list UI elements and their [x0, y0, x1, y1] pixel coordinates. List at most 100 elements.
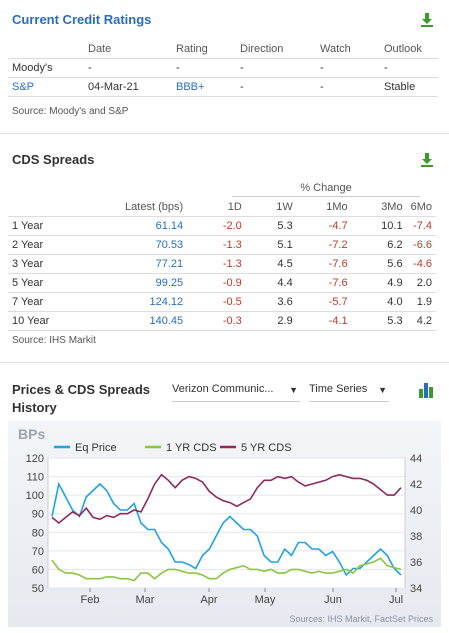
- cds-change-6mo: 4.2: [416, 315, 432, 327]
- cds-latest[interactable]: 140.45: [149, 315, 184, 327]
- pct-change-group-label: % Change: [232, 182, 420, 197]
- cds-change-1mo: -7.6: [328, 277, 348, 289]
- cds-change-1mo: -7.2: [328, 239, 348, 251]
- x-tick-label: Jun: [324, 594, 342, 606]
- y-left-tick-label: 120: [26, 453, 44, 465]
- series-line-5-yr-cds: [51, 473, 402, 525]
- rating-outlook: Stable: [384, 81, 416, 93]
- history-title: Prices & CDS Spreads History: [12, 381, 150, 417]
- cds-tenor: 2 Year: [12, 239, 44, 251]
- legend-label[interactable]: 5 YR CDS: [241, 442, 292, 454]
- cds-change-1d: -0.3: [222, 315, 242, 327]
- x-tick-label: Mar: [136, 594, 155, 606]
- cds-header-row: Latest (bps) 1D 1W 1Mo 3Mo 6Mo: [8, 198, 436, 217]
- chart-panel: BPs Eq Price 1 YR CDS 5 YR CDS 50 60 70 80 90 1…: [8, 421, 441, 627]
- legend-label[interactable]: 1 YR CDS: [166, 442, 217, 454]
- y-right-tick-label: 34: [410, 583, 422, 595]
- cds-change-1mo: -5.7: [328, 296, 348, 308]
- table-row: 10 Year 140.45 -0.3 2.9 -4.1 5.3 4.2: [8, 312, 436, 331]
- cds-tenor: 10 Year: [12, 315, 50, 327]
- rating-outlook: -: [384, 62, 388, 74]
- cds-change-3mo: 6.2: [387, 239, 403, 251]
- rating-direction: -: [240, 81, 244, 93]
- series-line-1-yr-cds: [51, 557, 402, 582]
- cds-change-3mo: 10.1: [381, 220, 403, 232]
- y-left-tick-label: 50: [32, 583, 44, 595]
- credit-col-watch: Watch: [320, 43, 351, 55]
- cds-latest[interactable]: 99.25: [155, 277, 184, 289]
- rating-value[interactable]: BBB+: [176, 81, 205, 93]
- cds-change-1d: -1.3: [222, 239, 242, 251]
- cds-spreads-title: CDS Spreads: [12, 152, 95, 167]
- credit-header-row: Date Rating Direction Watch Outlook: [8, 40, 438, 59]
- chevron-down-icon: ▼: [289, 385, 298, 395]
- cds-change-1w: 4.4: [277, 277, 293, 289]
- y-right-tick-label: 40: [410, 505, 422, 517]
- cds-change-6mo: -4.6: [413, 258, 432, 270]
- x-tick-label: May: [255, 594, 276, 606]
- credit-col-direction: Direction: [240, 43, 284, 55]
- credit-ratings-title: Current Credit Ratings: [12, 12, 152, 27]
- section-divider: [0, 362, 449, 363]
- table-row: 7 Year 124.12 -0.5 3.6 -5.7 4.0 1.9: [8, 293, 436, 312]
- cds-change-6mo: -7.4: [413, 220, 432, 232]
- credit-source-note: Source: Moody's and S&P: [12, 106, 129, 117]
- cds-change-6mo: 1.9: [416, 296, 432, 308]
- cds-change-6mo: -6.6: [413, 239, 432, 251]
- company-select[interactable]: Verizon Communic... ▼: [172, 383, 300, 402]
- cds-latest[interactable]: 61.14: [155, 220, 184, 232]
- series-line-eq-price: [51, 481, 402, 577]
- y-left-tick-label: 60: [32, 564, 44, 576]
- chart-type-select[interactable]: Time Series ▼: [309, 383, 389, 402]
- bar-chart-icon[interactable]: [418, 381, 434, 399]
- chevron-down-icon: ▼: [378, 385, 387, 395]
- cds-change-1mo: -4.1: [328, 315, 348, 327]
- chart-legend: Eq Price 1 YR CDS 5 YR CDS: [54, 442, 292, 454]
- cds-change-6mo: 2.0: [416, 277, 432, 289]
- cds-change-3mo: 5.6: [387, 258, 403, 270]
- cds-latest[interactable]: 77.21: [155, 258, 184, 270]
- y-right-tick-label: 36: [410, 557, 422, 569]
- cds-col-1mo: 1Mo: [326, 201, 348, 213]
- rating-date: -: [88, 62, 92, 74]
- y-right-tick-label: 42: [410, 479, 422, 491]
- cds-change-1w: 5.1: [277, 239, 293, 251]
- table-row: 1 Year 61.14 -2.0 5.3 -4.7 10.1 -7.4: [8, 217, 436, 236]
- prices-cds-chart: BPs Eq Price 1 YR CDS 5 YR CDS 50 60 70 80 90 1…: [18, 426, 433, 624]
- table-row: 2 Year 70.53 -1.3 5.1 -7.2 6.2 -6.6: [8, 236, 436, 255]
- cds-col-6mo: 6Mo: [410, 201, 432, 213]
- cds-change-1d: -0.5: [222, 296, 242, 308]
- table-row: 3 Year 77.21 -1.3 4.5 -7.6 5.6 -4.6: [8, 255, 436, 274]
- cds-change-1w: 5.3: [277, 220, 293, 232]
- legend-label[interactable]: Eq Price: [75, 442, 117, 454]
- y-right-tick-label: 38: [410, 531, 422, 543]
- rating-date: 04-Mar-21: [88, 81, 139, 93]
- table-row: 5 Year 99.25 -0.9 4.4 -7.6 4.9 2.0: [8, 274, 436, 293]
- agency-name[interactable]: S&P: [12, 81, 35, 93]
- agency-name: Moody's: [12, 62, 53, 74]
- company-select-value: Verizon Communic...: [172, 383, 274, 395]
- cds-change-1mo: -4.7: [328, 220, 348, 232]
- table-row: Moody's - - - - -: [8, 59, 438, 78]
- download-icon[interactable]: [420, 12, 434, 28]
- y-left-tick-label: 70: [32, 546, 44, 558]
- x-tick-label: Apr: [200, 594, 217, 606]
- cds-spreads-table: Latest (bps) 1D 1W 1Mo 3Mo 6Mo 1 Year 61…: [8, 198, 436, 331]
- rating-value: -: [176, 62, 180, 74]
- download-icon[interactable]: [420, 152, 434, 168]
- y-left-tick-label: 90: [32, 509, 44, 521]
- y-right-tick-label: 44: [410, 453, 422, 465]
- rating-watch: -: [320, 62, 324, 74]
- cds-latest[interactable]: 124.12: [149, 296, 184, 308]
- cds-latest[interactable]: 70.53: [155, 239, 184, 251]
- cds-change-3mo: 5.3: [387, 315, 403, 327]
- table-row: S&P 04-Mar-21 BBB+ - - Stable: [8, 78, 438, 97]
- cds-col-1d: 1D: [227, 201, 242, 213]
- cds-col-latest: Latest (bps): [125, 201, 184, 213]
- chart-unit-label: BPs: [18, 426, 45, 442]
- y-left-tick-label: 110: [26, 472, 44, 484]
- y-left-tick-label: 100: [26, 490, 44, 502]
- rating-watch: -: [320, 81, 324, 93]
- cds-tenor: 7 Year: [12, 296, 44, 308]
- cds-change-1w: 3.6: [277, 296, 293, 308]
